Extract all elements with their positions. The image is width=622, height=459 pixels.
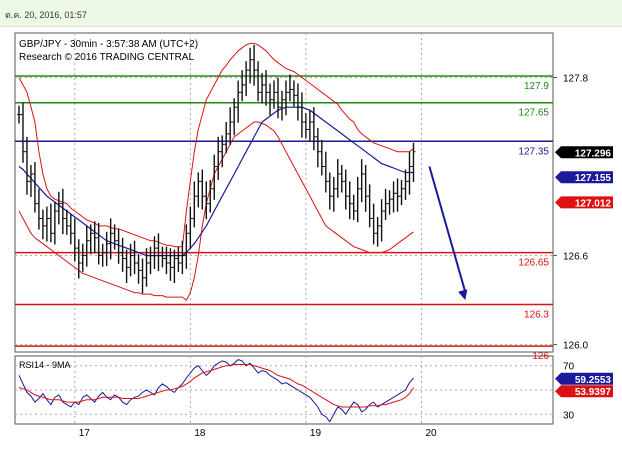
series-lower-line [18,121,414,301]
level-label: 126.65 [518,258,549,269]
price-tag-label: 127.012 [575,198,612,209]
rsi-y-tick-label: 30 [563,410,575,421]
y-tick-label: 126.0 [563,341,588,352]
chart-title: GBP/JPY - 30min - 3:57:38 AM (UTC+2) [19,39,198,50]
forecast-arrow [428,166,468,301]
rsi-series-line [18,364,414,408]
rsi-tag-bg [555,385,613,398]
rsi-tag-bg [555,372,613,385]
x-tick-label: 18 [194,428,206,439]
price-tag-label: 127.296 [575,148,612,159]
y-tick-label: 127.8 [563,74,588,85]
level-label: 127.9 [524,81,549,92]
price-tag-label: 127.155 [575,173,612,184]
forecast-arrow-shaft [428,166,467,293]
top-bar: ต.ค. 20, 2016, 01:57 [0,0,622,27]
rsi-tag-label: 53.9397 [575,387,612,398]
level-label: 126.3 [524,310,549,321]
bollinger-bands [18,42,414,301]
x-tick-label: 17 [79,428,91,439]
rsi-series [18,359,414,423]
rsi-title: RSI14 - 9MA [19,360,71,370]
main-plot-frame [14,32,554,353]
price-bars [17,44,416,294]
price-tag-bg [555,171,613,184]
series-ma-line [18,106,414,257]
level-label: 127.35 [518,146,549,157]
grid [15,33,553,424]
forecast-arrow-head [458,289,468,301]
rsi-series-line [18,359,414,423]
level-label: 127.65 [518,108,549,119]
rsi-tag-label: 59.2553 [575,375,612,386]
x-tick-label: 20 [425,428,437,439]
level-label: 126 [532,351,549,362]
price-tag-bg [555,196,613,209]
x-tick-label: 19 [310,428,322,439]
chart-subtitle: Research © 2016 TRADING CENTRAL [19,52,194,63]
y-tick-label: 126.6 [563,252,588,263]
price-tag-bg [555,146,613,159]
rsi-y-tick-label: 70 [563,362,575,373]
timestamp: ต.ค. 20, 2016, 01:57 [5,10,87,20]
series-upper-line [18,42,414,248]
price-levels: 127.9 127.65 127.35 126.65 126.3 126 [15,75,553,362]
